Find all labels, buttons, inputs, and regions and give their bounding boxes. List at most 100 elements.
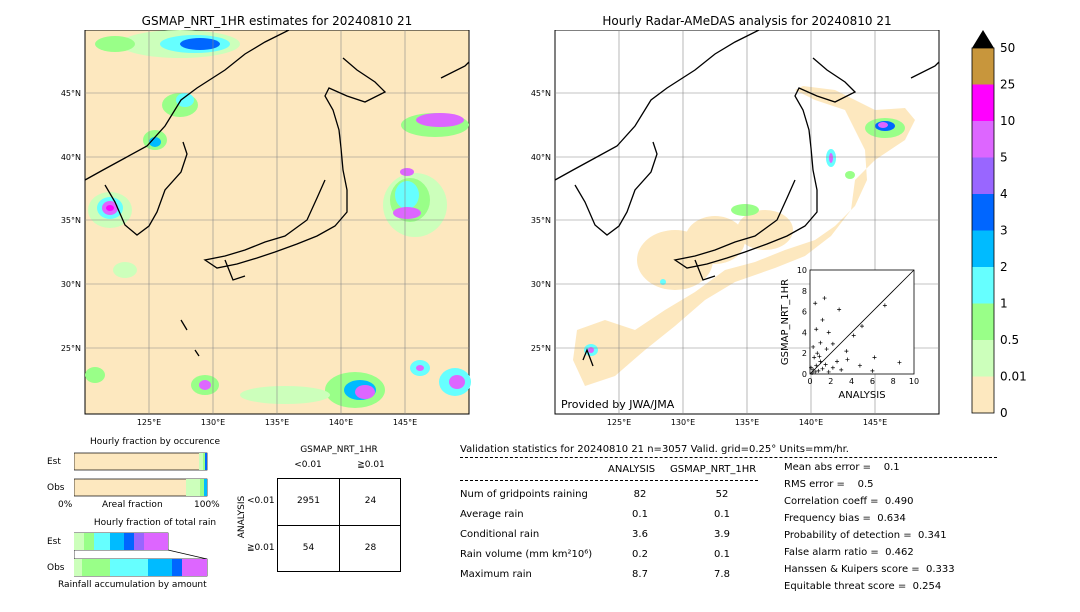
contingency-row-label: <0.01 xyxy=(247,496,275,506)
lat-label: 35°N xyxy=(531,216,551,225)
scatter-point xyxy=(820,317,825,322)
right-map-lon-labels: 125°E 130°E 135°E 140°E 145°E xyxy=(607,418,887,427)
scatter-point xyxy=(870,368,875,373)
colorbar-label: 10 xyxy=(1000,114,1015,128)
lat-label: 40°N xyxy=(61,153,81,162)
colorbar-label: 3 xyxy=(1000,224,1008,238)
stat-analysis: 0.1 xyxy=(632,509,648,520)
scatter-point xyxy=(824,347,829,352)
scatter-point xyxy=(826,330,831,335)
contingency-cell: 28 xyxy=(364,543,377,553)
lon-label: 145°E xyxy=(863,418,887,427)
colorbar-label: 0.5 xyxy=(1000,333,1019,347)
stat-label: Num of gridpoints raining xyxy=(460,489,588,500)
lat-label: 25°N xyxy=(61,344,81,353)
colorbar-label: 4 xyxy=(1000,187,1008,201)
scatter-point xyxy=(811,344,816,349)
validation-col-analysis: ANALYSIS xyxy=(608,464,656,475)
scatter-xtick: 0 xyxy=(807,377,812,386)
scatter-xtick: 4 xyxy=(849,377,854,386)
lon-label: 140°E xyxy=(799,418,823,427)
left-map-title: GSMAP_NRT_1HR estimates for 20240810 21 xyxy=(141,14,413,28)
validation-col-divider xyxy=(460,480,758,481)
contingency-row-label: ≧0.01 xyxy=(247,543,275,553)
scatter-point xyxy=(830,341,835,346)
stat-analysis: 8.7 xyxy=(632,569,648,580)
scatter-point xyxy=(809,365,814,370)
scatter-yticks: 0 2 4 6 8 10 xyxy=(797,266,807,379)
colorbar-labels: 50 25 10 5 4 3 2 1 0.5 0.01 0 xyxy=(1000,41,1026,420)
colorbar-label: 0 xyxy=(1000,406,1008,420)
right-map-coastline xyxy=(554,30,940,367)
scatter-point xyxy=(823,362,828,367)
scatter-point xyxy=(810,370,815,375)
score-line: RMS error = 0.5 xyxy=(784,479,874,490)
validation-col-gsmap: GSMAP_NRT_1HR xyxy=(670,464,757,475)
scatter-point xyxy=(818,340,823,345)
lon-label: 125°E xyxy=(607,418,631,427)
lon-label: 145°E xyxy=(393,418,417,427)
contingency-cell: 2951 xyxy=(297,496,320,506)
stat-analysis: 82 xyxy=(633,489,647,500)
scatter-ylabel: GSMAP_NRT_1HR xyxy=(780,279,791,365)
lon-label: 140°E xyxy=(329,418,353,427)
scatter-point xyxy=(815,351,820,356)
score-line: Frequency bias = 0.634 xyxy=(784,513,906,524)
score-line: Hanssen & Kuipers score = 0.333 xyxy=(784,564,955,575)
lat-label: 35°N xyxy=(61,216,81,225)
scatter-point xyxy=(839,367,844,372)
scatter-point xyxy=(851,333,856,338)
lon-label: 130°E xyxy=(671,418,695,427)
lat-label: 45°N xyxy=(61,89,81,98)
scatter-point xyxy=(812,355,817,360)
stat-label: Maximum rain xyxy=(460,569,532,580)
colorbar-swatch xyxy=(972,121,994,158)
left-map-lat-labels: 45°N 40°N 35°N 30°N 25°N xyxy=(61,89,81,353)
scatter-point xyxy=(872,355,877,360)
scatter-point xyxy=(845,357,850,362)
scatter-ytick: 0 xyxy=(802,370,807,379)
colorbar-label: 1 xyxy=(1000,297,1008,311)
score-line: Probability of detection = 0.341 xyxy=(784,530,947,541)
colorbar-swatch xyxy=(972,194,994,231)
scatter-point xyxy=(844,349,849,354)
right-map-title: Hourly Radar-AMeDAS analysis for 2024081… xyxy=(602,14,892,28)
scatter-point xyxy=(817,354,822,359)
scatter-point xyxy=(820,366,825,371)
occurrence-row-obs: Obs xyxy=(47,483,65,493)
radar-credit: Provided by JWA/JMA xyxy=(561,398,675,411)
occurrence-chart xyxy=(74,452,208,497)
score-line: False alarm ratio = 0.462 xyxy=(784,547,914,558)
scatter-xlabel: ANALYSIS xyxy=(838,390,885,401)
occurrence-axis-right: 100% xyxy=(194,500,220,510)
validation-header: Validation statistics for 20240810 21 n=… xyxy=(460,444,849,455)
scatter-point xyxy=(814,363,819,368)
scatter-point xyxy=(835,359,840,364)
colorbar-label: 50 xyxy=(1000,41,1015,55)
scatter-point xyxy=(813,369,818,374)
colorbar-label: 25 xyxy=(1000,78,1015,92)
colorbar-swatch xyxy=(972,376,994,413)
left-map: 45°N 40°N 35°N 30°N 25°N 125°E 130°E 135… xyxy=(61,30,471,427)
scatter-points xyxy=(809,296,902,375)
contingency-row-axis: ANALYSIS xyxy=(237,495,247,539)
stat-label: Average rain xyxy=(460,509,524,520)
scatter-point xyxy=(826,369,831,374)
colorbar-swatch xyxy=(972,157,994,194)
stat-label: Rain volume (mm km²10⁶) xyxy=(460,549,593,560)
scatter-plot: 0 2 4 6 8 10 0 2 4 6 8 10 ANALYSIS GSMAP_NRT_1HR xyxy=(780,266,919,401)
scatter-point xyxy=(857,363,862,368)
scatter-xtick: 10 xyxy=(909,377,919,386)
occurrence-row-est: Est xyxy=(47,457,61,467)
scatter-point xyxy=(837,307,842,312)
contingency-col-label: ≧0.01 xyxy=(357,460,385,470)
scatter-xtick: 6 xyxy=(870,377,875,386)
scatter-point xyxy=(897,360,902,365)
scatter-xticks: 0 2 4 6 8 10 xyxy=(807,377,919,386)
left-map-precip xyxy=(85,30,471,408)
total-rain-row-est: Est xyxy=(47,537,61,547)
validation-divider xyxy=(460,457,997,458)
scatter-point xyxy=(830,365,835,370)
scatter-point xyxy=(813,301,818,306)
total-rain-row-obs: Obs xyxy=(47,563,65,573)
